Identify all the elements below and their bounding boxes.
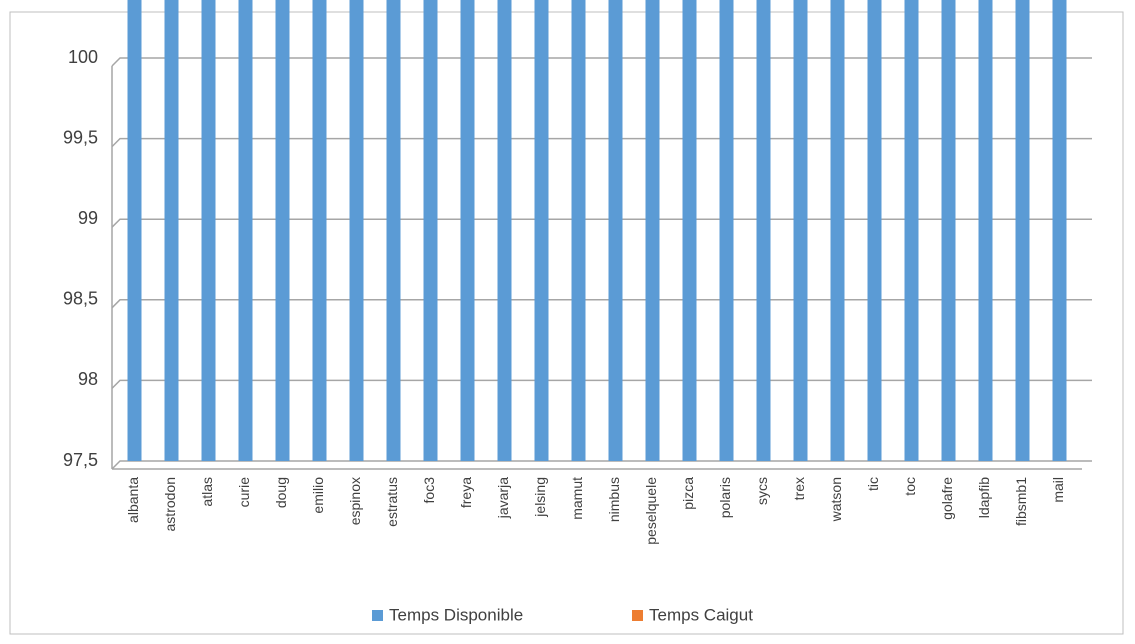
bar-segment bbox=[941, 0, 956, 461]
x-tick-label: doug bbox=[273, 477, 289, 508]
bar-segment bbox=[238, 0, 253, 461]
x-tick-label: nimbus bbox=[606, 477, 622, 522]
bar-segment bbox=[386, 0, 401, 461]
bar-segment bbox=[460, 0, 475, 461]
x-tick-label: sycs bbox=[754, 477, 770, 505]
bar-segment bbox=[904, 0, 919, 461]
y-tick-label: 97,5 bbox=[63, 450, 98, 470]
x-tick-label: mail bbox=[1050, 477, 1066, 503]
x-tick-label: peselquele bbox=[643, 477, 659, 545]
x-tick-label: tic bbox=[865, 477, 881, 491]
bar-segment bbox=[978, 0, 993, 461]
bar-segment bbox=[867, 0, 882, 461]
y-tick-label: 98 bbox=[78, 369, 98, 389]
bar-segment bbox=[312, 0, 327, 461]
bar-segment bbox=[608, 0, 623, 461]
x-tick-label: jelsing bbox=[532, 477, 548, 518]
bar-segment bbox=[571, 0, 586, 461]
x-tick-label: javarja bbox=[495, 477, 511, 519]
bar-segment bbox=[756, 0, 771, 461]
bar-segment bbox=[719, 0, 734, 461]
bar-segment bbox=[682, 0, 697, 461]
y-tick-label: 99 bbox=[78, 208, 98, 228]
x-tick-label: espinox bbox=[347, 477, 363, 525]
legend-swatch bbox=[372, 610, 383, 621]
x-tick-label: emilio bbox=[310, 477, 326, 514]
x-tick-label: atlas bbox=[199, 477, 215, 507]
y-tick-label: 99,5 bbox=[63, 127, 98, 147]
bar-segment bbox=[1052, 0, 1067, 461]
x-tick-label: albanta bbox=[125, 477, 141, 523]
chart-frame bbox=[9, 11, 1124, 635]
x-tick-label: astrodon bbox=[162, 477, 178, 531]
bar-segment bbox=[830, 0, 845, 461]
x-tick-label: toc bbox=[902, 477, 918, 496]
x-tick-label: pizca bbox=[680, 477, 696, 510]
bar-segment bbox=[645, 0, 660, 461]
x-tick-label: trex bbox=[791, 477, 807, 500]
bar-segment bbox=[201, 0, 216, 461]
x-tick-label: freya bbox=[458, 477, 474, 508]
bar-segment bbox=[497, 0, 512, 461]
x-tick-label: curie bbox=[236, 477, 252, 508]
x-tick-label: estratus bbox=[384, 477, 400, 527]
legend-label: Temps Disponible bbox=[389, 605, 523, 624]
bar-segment bbox=[349, 0, 364, 461]
y-tick-label: 100 bbox=[68, 47, 98, 67]
bar-segment bbox=[164, 0, 179, 461]
x-tick-label: watson bbox=[828, 477, 844, 522]
x-tick-label: polaris bbox=[717, 477, 733, 518]
y-tick-label: 98,5 bbox=[63, 289, 98, 309]
x-tick-label: ldapfib bbox=[976, 477, 992, 518]
bar-segment bbox=[275, 0, 290, 461]
legend-label: Temps Caigut bbox=[649, 605, 753, 624]
bar-segment bbox=[793, 0, 808, 461]
bar-segment bbox=[534, 0, 549, 461]
x-tick-label: fibsmb1 bbox=[1013, 477, 1029, 526]
x-tick-label: foc3 bbox=[421, 477, 437, 504]
x-tick-label: mamut bbox=[569, 477, 585, 520]
legend-swatch bbox=[632, 610, 643, 621]
x-tick-label: golafre bbox=[939, 477, 955, 520]
bar-segment bbox=[423, 0, 438, 461]
bar-segment bbox=[127, 0, 142, 461]
bar-segment bbox=[1015, 0, 1030, 461]
